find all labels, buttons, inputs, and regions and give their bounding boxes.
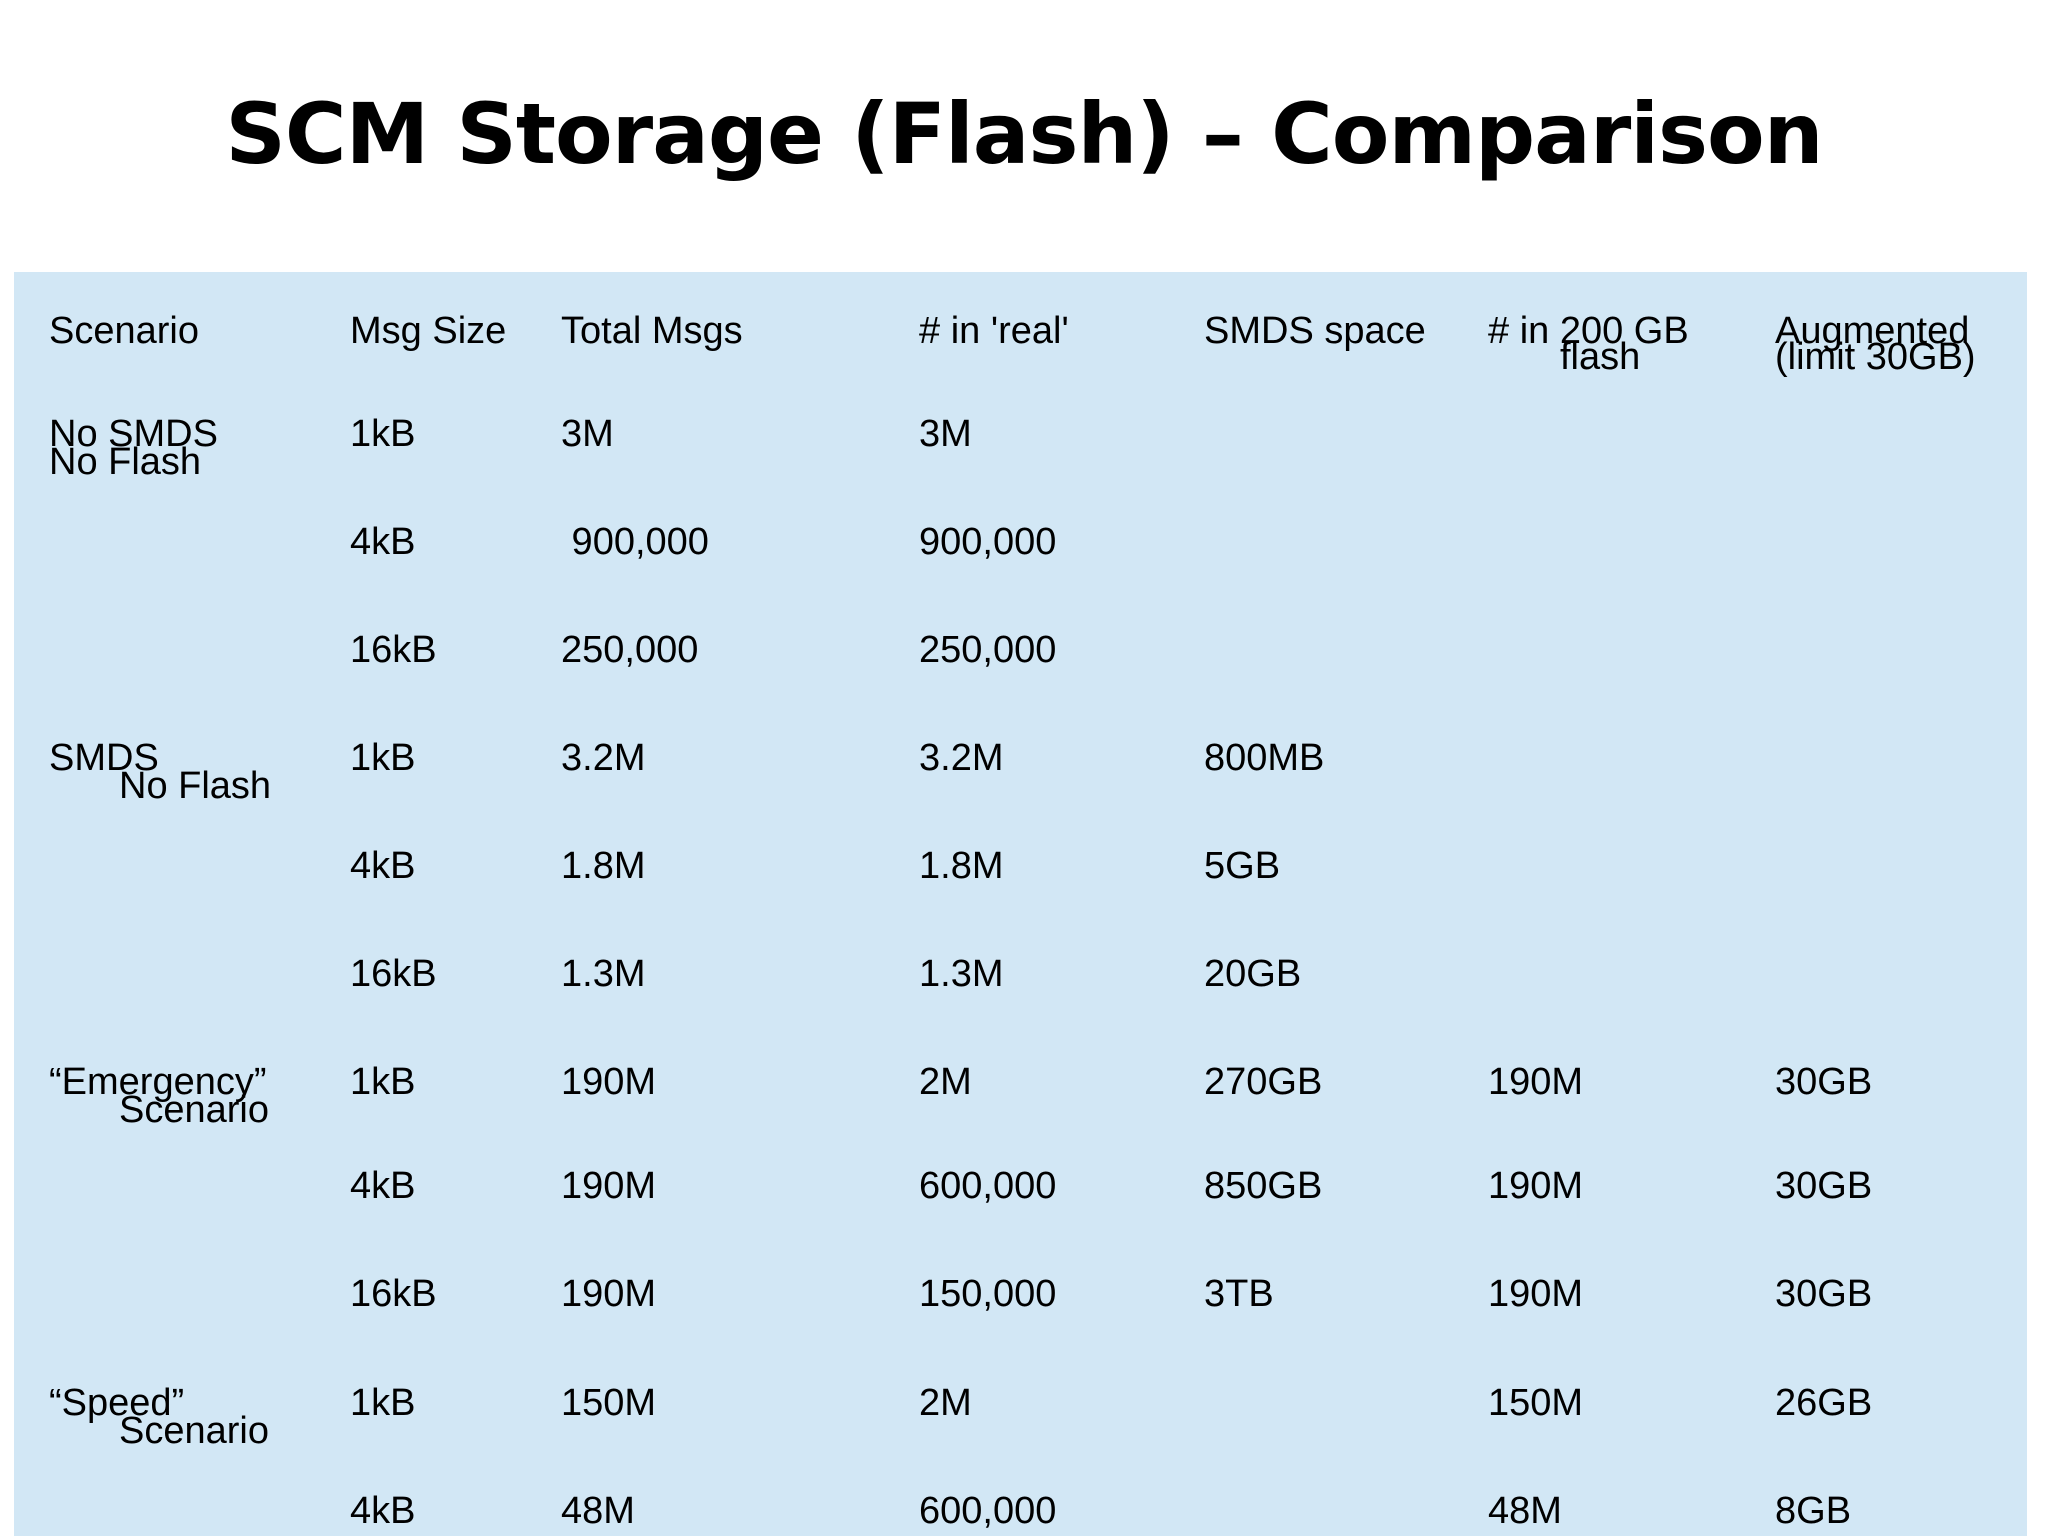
cell-in-real: 150,000 [919,1273,1057,1315]
group-label-line1: “Speed” [49,1382,185,1424]
cell-msg-size: 1kB [350,413,416,455]
header-scenario: Scenario [49,310,199,352]
cell-total-msgs: 1.8M [561,845,646,887]
comparison-table: Scenario Msg Size Total Msgs # in 'real'… [14,272,2027,1536]
cell-msg-size: 1kB [350,1061,416,1103]
cell-msg-size: 4kB [350,521,416,563]
cell-smds-space: 5GB [1204,845,1281,887]
cell-msg-size: 4kB [350,1490,416,1532]
cell-in-flash: 48M [1488,1490,1562,1532]
header-in-flash-line1: # in 200 GB [1488,310,1689,352]
cell-msg-size: 16kB [350,1273,437,1315]
cell-in-real: 3.2M [919,737,1004,779]
cell-total-msgs: 3.2M [561,737,646,779]
cell-in-real: 1.3M [919,953,1004,995]
cell-msg-size: 4kB [350,1165,416,1207]
group-label-line1: “Emergency” [49,1061,267,1103]
group-label-line2: No Flash [49,441,202,483]
cell-in-real: 3M [919,413,972,455]
header-total-msgs: Total Msgs [561,310,743,352]
cell-in-flash: 190M [1488,1061,1584,1103]
cell-smds-space: 20GB [1204,953,1302,995]
cell-in-real: 900,000 [919,521,1057,563]
cell-augmented: 30GB [1775,1061,1873,1103]
group-label-line2: No Flash [119,765,272,807]
cell-in-real: 2M [919,1382,972,1424]
cell-total-msgs: 190M [561,1273,657,1315]
cell-in-real: 600,000 [919,1165,1057,1207]
cell-total-msgs: 150M [561,1382,657,1424]
cell-in-real: 600,000 [919,1490,1057,1532]
cell-augmented: 30GB [1775,1165,1873,1207]
group-label-line2: Scenario [119,1089,269,1131]
cell-total-msgs: 3M [561,413,614,455]
cell-msg-size: 16kB [350,629,437,671]
cell-augmented: 30GB [1775,1273,1873,1315]
group-label-line1: SMDS [49,737,159,779]
cell-msg-size: 1kB [350,737,416,779]
cell-total-msgs: 900,000 [561,521,709,563]
cell-smds-space: 3TB [1204,1273,1274,1315]
cell-in-real: 1.8M [919,845,1004,887]
cell-in-real: 250,000 [919,629,1057,671]
cell-in-flash: 190M [1488,1273,1584,1315]
header-augmented-line1: Augmented [1775,310,1970,352]
cell-smds-space: 800MB [1204,737,1325,779]
slide-title: SCM Storage (Flash) – Comparison [225,85,1823,183]
cell-total-msgs: 190M [561,1061,657,1103]
cell-smds-space: 850GB [1204,1165,1323,1207]
cell-augmented: 26GB [1775,1382,1873,1424]
cell-smds-space: 270GB [1204,1061,1323,1103]
cell-total-msgs: 48M [561,1490,635,1532]
cell-msg-size: 1kB [350,1382,416,1424]
header-augmented-line2: (limit 30GB) [1775,336,1976,378]
cell-total-msgs: 1.3M [561,953,646,995]
cell-msg-size: 16kB [350,953,437,995]
cell-in-real: 2M [919,1061,972,1103]
cell-in-flash: 190M [1488,1165,1584,1207]
header-msg-size: Msg Size [350,310,507,352]
group-label-line2: Scenario [119,1410,269,1452]
cell-total-msgs: 250,000 [561,629,699,671]
group-label-line1: No SMDS [49,413,218,455]
cell-in-flash: 150M [1488,1382,1584,1424]
cell-augmented: 8GB [1775,1490,1852,1532]
header-in-real: # in 'real' [919,310,1069,352]
cell-msg-size: 4kB [350,845,416,887]
header-in-flash-line2: flash [1560,336,1641,378]
header-smds-space: SMDS space [1204,310,1426,352]
cell-total-msgs: 190M [561,1165,657,1207]
